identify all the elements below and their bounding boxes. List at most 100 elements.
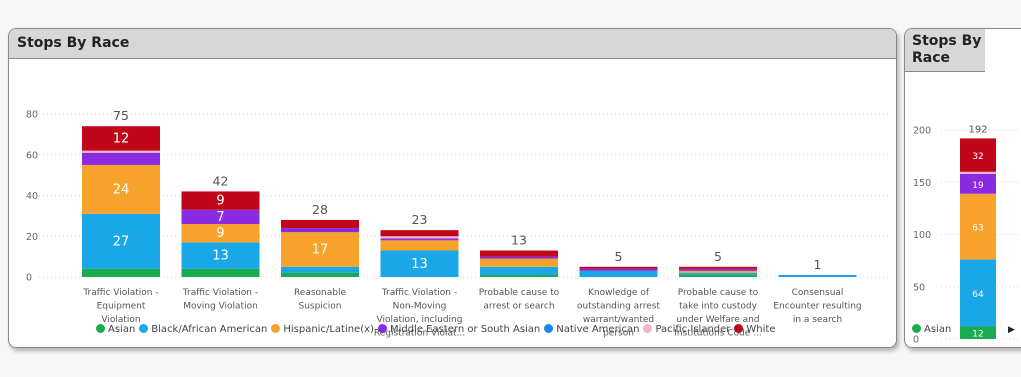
y-tick-label: 50 [913, 282, 925, 293]
x-tick-label: outstanding arrest [577, 302, 660, 312]
bar-segment [960, 171, 996, 174]
bar-segment [82, 150, 160, 153]
x-tick-label: Encounter resulting [773, 302, 861, 312]
x-tick-label: under Welfare and [676, 315, 759, 325]
bar-segment [480, 266, 558, 275]
bar-segment [960, 259, 996, 327]
total-data-label: 13 [511, 233, 527, 248]
y-tick-label: 0 [26, 273, 32, 284]
bar-segment [960, 326, 996, 339]
legend-label: Asian [924, 324, 952, 335]
bar-segment [480, 258, 558, 267]
bar-segment [960, 173, 996, 194]
legend-item[interactable]: Black/African American [139, 324, 267, 335]
bar-segment [281, 266, 359, 273]
x-tick-label: Probable cause to [479, 288, 560, 298]
bar-segment [778, 274, 857, 277]
bar-segment [679, 272, 757, 275]
bar-segment [281, 219, 359, 229]
x-tick-label: Traffic Violation - [82, 288, 158, 298]
segment-data-label: 32 [972, 152, 983, 162]
legend-dot-icon [734, 324, 744, 333]
bar-segment [181, 191, 260, 210]
bar-segment [480, 256, 558, 259]
legend-label: Asian [108, 324, 136, 335]
caret-right-icon[interactable]: ▶ [1008, 325, 1015, 335]
segment-data-label: 7 [216, 210, 224, 225]
legend-item-asian[interactable]: Asian [912, 324, 951, 335]
y-tick-label: 20 [26, 232, 38, 243]
x-tick-label: Equipment [97, 302, 146, 312]
x-tick-label: arrest or search [483, 302, 554, 312]
bar-segment [579, 266, 658, 269]
side-legend: Asian [912, 324, 955, 335]
bar-segment [679, 274, 757, 277]
legend-dot-icon [544, 324, 554, 333]
x-tick-label: in a search [793, 315, 842, 325]
segment-data-label: 19 [972, 181, 984, 191]
legend-item[interactable]: Asian [96, 324, 135, 335]
bar-segment [281, 272, 359, 277]
x-tick-label: Violation, including [377, 315, 463, 325]
bar-segment [181, 209, 260, 225]
legend-dot-icon [912, 324, 921, 333]
legend-item[interactable]: Middle Eastern or South Asian [377, 324, 541, 335]
segment-data-label: 12 [972, 330, 983, 340]
legend-item[interactable]: White [734, 324, 776, 335]
bar-segment [579, 268, 658, 271]
x-tick-label: Moving Violation [183, 302, 258, 312]
bar-segment [82, 213, 160, 269]
y-tick-label: 60 [26, 150, 38, 161]
x-tick-label: Consensual [792, 288, 844, 298]
legend-label: Middle Eastern or South Asian [389, 324, 541, 335]
x-tick-label: Probable cause to [678, 288, 759, 298]
bar-segment [480, 274, 558, 277]
total-data-label: 5 [714, 249, 722, 264]
segment-data-label: 24 [113, 182, 130, 197]
y-tick-label: 40 [26, 191, 38, 202]
bar-segment [960, 193, 996, 260]
bar-segment [480, 250, 558, 257]
bar-segment [82, 152, 160, 165]
y-tick-label: 200 [913, 126, 931, 137]
legend-item[interactable]: Hispanic/Latine(x) [271, 324, 374, 335]
y-tick-label: 80 [26, 110, 38, 121]
bar-segment [679, 266, 757, 269]
segment-data-label: 64 [972, 290, 984, 300]
bar-segment [82, 268, 160, 277]
bar-segment [380, 250, 459, 277]
bar-segment [82, 126, 160, 151]
bar-segment [380, 236, 459, 239]
x-tick-label: Traffic Violation - [182, 288, 258, 298]
segment-data-label: 12 [113, 131, 130, 146]
bar-segment [82, 164, 160, 214]
total-data-label: 23 [412, 212, 428, 227]
bar-segment [579, 270, 658, 277]
segment-data-label: 9 [216, 194, 224, 209]
x-tick-label: Registration Violat... [374, 329, 465, 339]
legend-item[interactable]: Pacific Islander [643, 324, 730, 335]
y-tick-label: 150 [913, 178, 931, 189]
legend-label: Pacific Islander [655, 324, 731, 335]
side-chart-title: Stops By Race [905, 29, 985, 72]
bar-segment [679, 270, 757, 273]
segment-data-label: 17 [312, 242, 329, 257]
x-tick-label: Institutions Code ... [674, 329, 762, 339]
legend-label: White [746, 324, 776, 335]
stacked-bar-chart: 0 20 40 60 80 27 24 12 7 5 Traffic Violation - Equi… [26, 108, 889, 339]
x-tick-label: Reasonable [294, 288, 347, 298]
legend-item[interactable]: Native American [544, 324, 639, 335]
bar-segment [679, 268, 757, 271]
segment-data-label: 63 [972, 224, 983, 234]
total-data-label: 192 [968, 124, 987, 135]
bar-segment [181, 268, 260, 277]
segment-data-label: 13 [212, 249, 229, 264]
chart-legend: Asian Black/African American Hispanic/Lati… [96, 324, 780, 335]
x-tick-label: Knowledge of [588, 288, 650, 298]
stops-by-race-chart-card: Stops By Race 0 20 40 60 80 27 24 12 75 Traffic V… [8, 28, 897, 348]
total-data-label: 28 [312, 202, 328, 217]
segment-data-label: 27 [113, 234, 130, 249]
stops-by-race-total-card: Stops By Race 0 50 100 150 200 12 64 63 19 32 192 … [904, 28, 1021, 348]
bar-segment [281, 232, 359, 267]
bar-segment [181, 242, 260, 269]
